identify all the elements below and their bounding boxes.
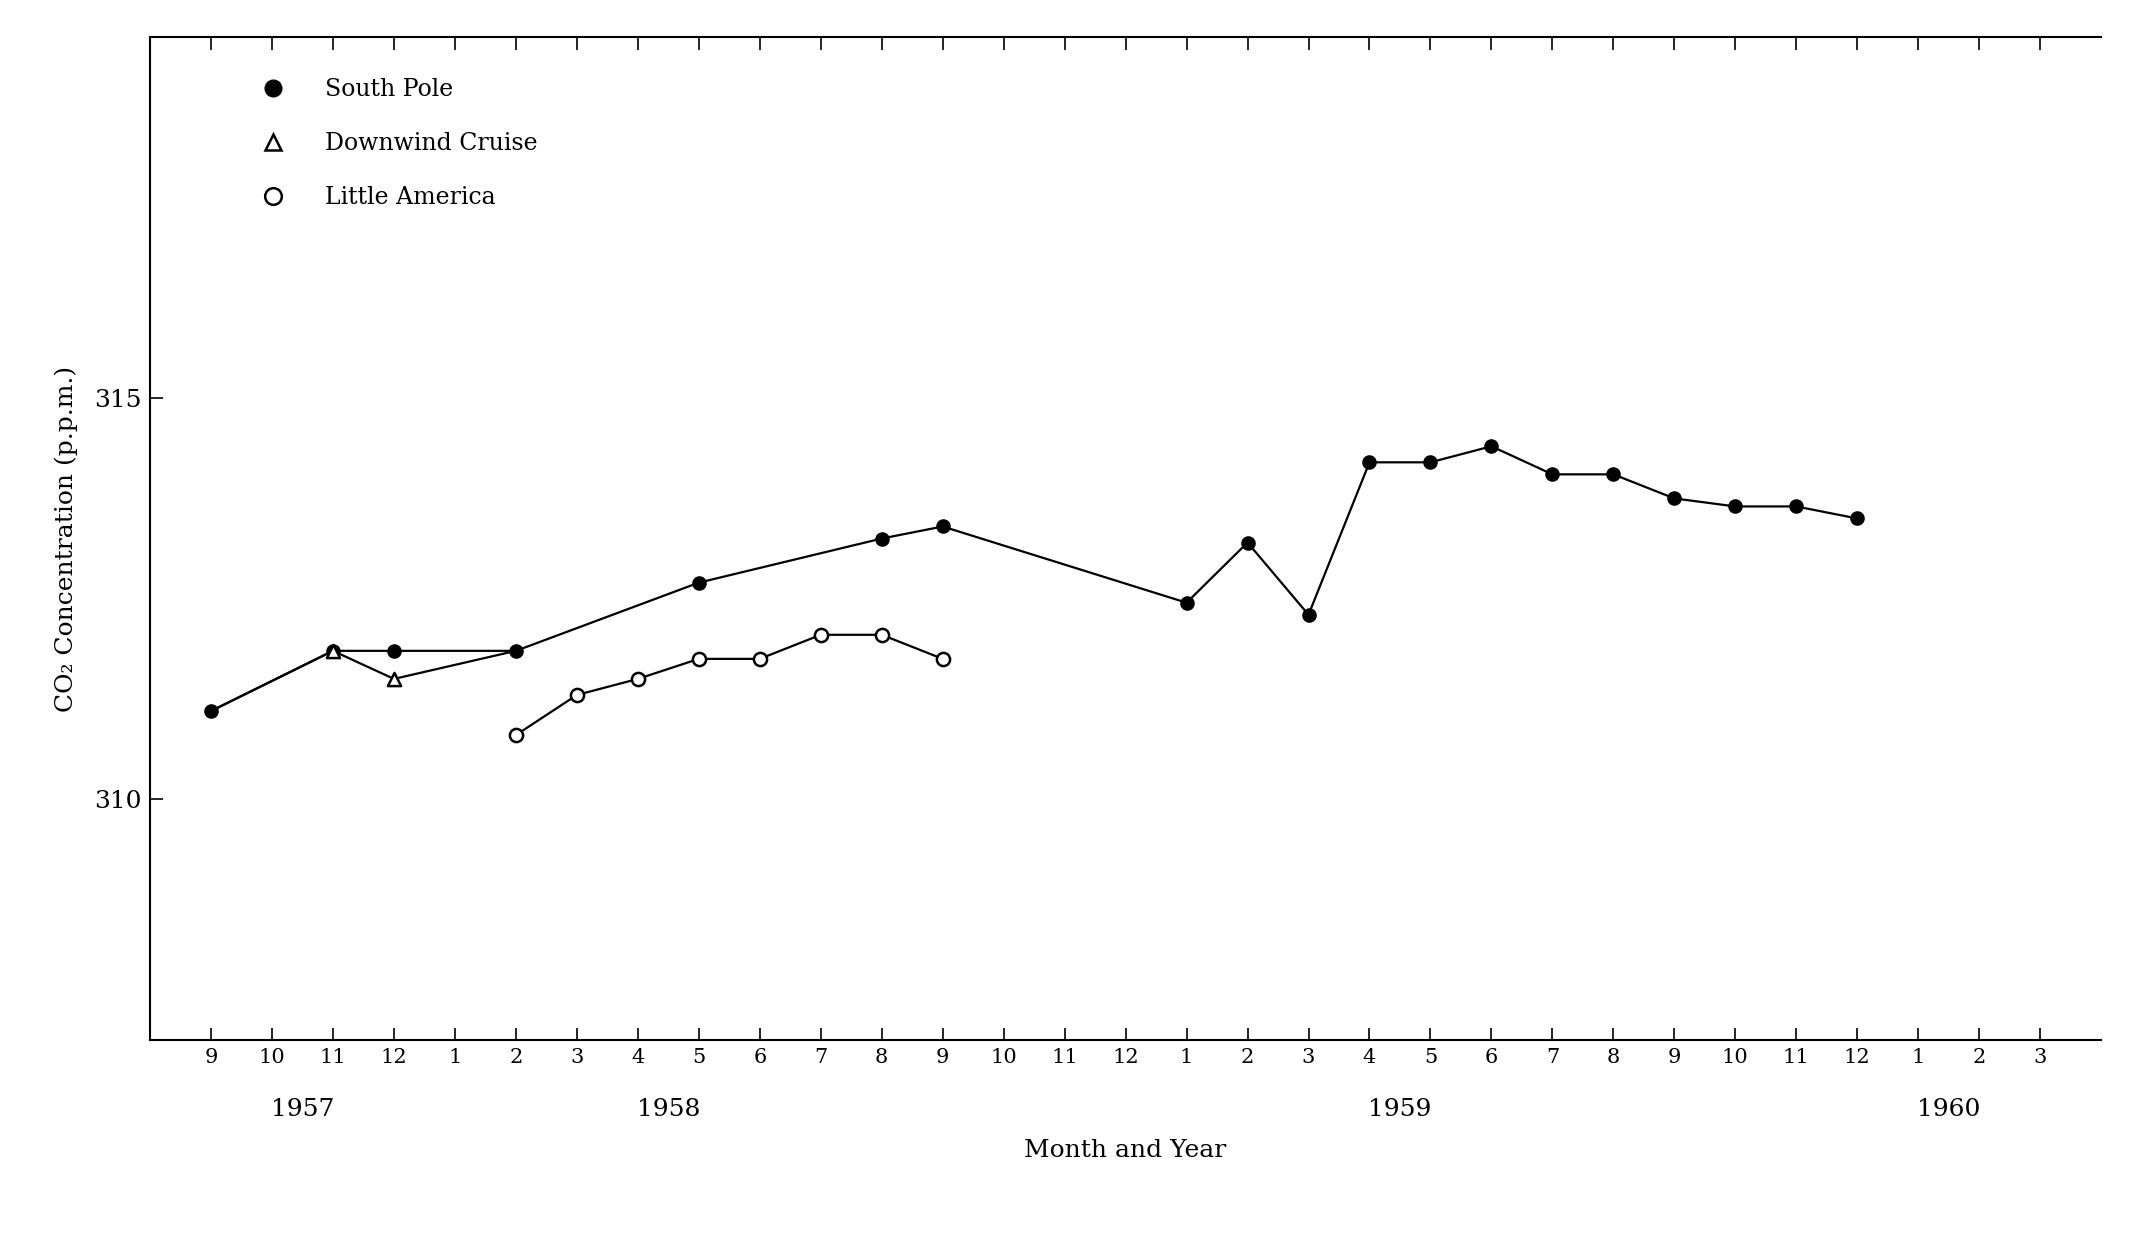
Point — [1475, 436, 1509, 456]
Point — [500, 725, 534, 745]
Point — [864, 625, 898, 645]
Point — [315, 641, 349, 661]
Point — [682, 649, 716, 669]
Text: 1960: 1960 — [1917, 1098, 1981, 1122]
Point — [315, 641, 349, 661]
Point — [1353, 452, 1387, 472]
Point — [682, 573, 716, 593]
Point — [1168, 593, 1203, 613]
Text: 1958: 1958 — [637, 1098, 699, 1122]
Text: 1957: 1957 — [270, 1098, 334, 1122]
Legend: South Pole, Downwind Cruise, Little America: South Pole, Downwind Cruise, Little Amer… — [240, 69, 547, 218]
Point — [193, 701, 227, 721]
Point — [377, 641, 412, 661]
Point — [1657, 489, 1692, 509]
Text: 1959: 1959 — [1368, 1098, 1432, 1122]
Point — [1231, 532, 1265, 552]
Point — [1535, 464, 1569, 484]
Point — [742, 649, 776, 669]
Point — [926, 516, 961, 536]
Point — [864, 529, 898, 548]
X-axis label: Month and Year: Month and Year — [1025, 1139, 1226, 1162]
Point — [1291, 605, 1325, 625]
Point — [1717, 496, 1752, 516]
Point — [1780, 496, 1814, 516]
Point — [500, 641, 534, 661]
Point — [1595, 464, 1629, 484]
Point — [1840, 509, 1874, 529]
Point — [926, 649, 961, 669]
Point — [560, 685, 594, 704]
Point — [804, 625, 838, 645]
Point — [622, 669, 656, 688]
Point — [377, 669, 412, 688]
Point — [1413, 452, 1447, 472]
Y-axis label: CO₂ Concentration (p.p.m.): CO₂ Concentration (p.p.m.) — [54, 365, 77, 712]
